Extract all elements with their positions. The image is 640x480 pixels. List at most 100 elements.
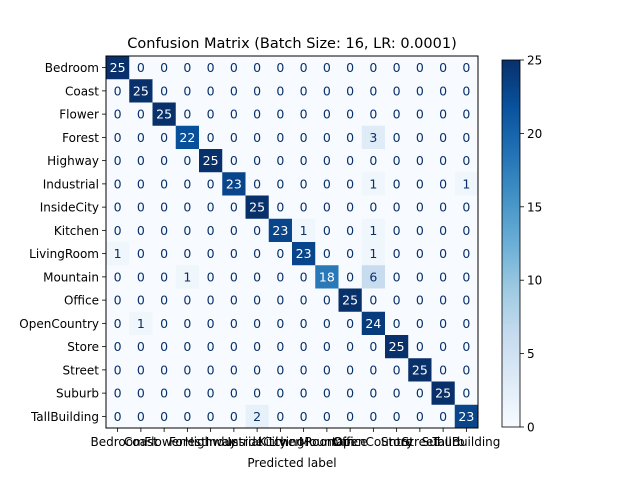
heatmap-cell (385, 172, 409, 196)
cell-value-label: 0 (346, 200, 354, 215)
cell-value-label: 0 (114, 200, 122, 215)
heatmap-cell (152, 149, 177, 173)
heatmap-cell (175, 381, 200, 406)
cell-value-label: 0 (230, 83, 238, 98)
y-tick-label: Kitchen (54, 224, 99, 238)
cell-value-label: 0 (160, 223, 168, 238)
colorbar: 0 5 10 15 20 25 (501, 54, 542, 435)
heatmap-cell (385, 335, 409, 359)
heatmap-cell (292, 79, 316, 103)
heatmap-cell (385, 149, 409, 173)
cell-value-label: 0 (137, 60, 145, 75)
heatmap-cell (385, 79, 409, 103)
cell-value-label: 0 (393, 83, 401, 98)
cell-value-label: 0 (183, 339, 191, 354)
heatmap-cell (361, 195, 386, 220)
cell-value-label: 0 (276, 200, 284, 215)
heatmap-cell (315, 335, 339, 359)
cell-value-label: 0 (439, 316, 447, 331)
cell-value-label: 24 (365, 316, 381, 331)
cell-value-label: 0 (160, 83, 168, 98)
heatmap-cell (106, 381, 130, 406)
heatmap-cell (175, 79, 200, 103)
cell-value-label: 0 (439, 339, 447, 354)
heatmap-cell (454, 79, 479, 103)
heatmap-cell (454, 288, 479, 313)
heatmap-cell (245, 288, 270, 313)
heatmap-cell (222, 125, 246, 150)
cell-value-label: 0 (393, 130, 401, 145)
heatmap-cell (199, 125, 223, 150)
heatmap-cell (408, 404, 432, 429)
heatmap-cell (385, 102, 409, 127)
heatmap-cell (315, 288, 339, 313)
heatmap-cell (431, 125, 456, 150)
heatmap-cell (175, 288, 200, 313)
heatmap-cell (106, 102, 130, 127)
cell-value-label: 0 (346, 83, 354, 98)
heatmap-cell (268, 358, 293, 382)
heatmap-cell (222, 79, 246, 103)
cell-value-label: 0 (276, 269, 284, 284)
cell-value-label: 0 (114, 339, 122, 354)
heatmap-cell (152, 218, 177, 243)
cell-value-label: 0 (276, 107, 284, 122)
cell-value-label: 0 (230, 339, 238, 354)
cell-value-label: 0 (276, 362, 284, 377)
cell-value-label: 0 (137, 176, 145, 191)
cell-value-label: 0 (207, 386, 215, 401)
heatmap-cell (408, 218, 432, 243)
cell-value-label: 0 (439, 130, 447, 145)
heatmap-cell (175, 172, 200, 196)
cell-value-label: 0 (137, 409, 145, 424)
cell-value-label: 1 (114, 246, 122, 261)
cell-value-label: 0 (207, 223, 215, 238)
cell-value-label: 0 (300, 83, 308, 98)
cell-value-label: 0 (462, 386, 470, 401)
heatmap-cell (106, 172, 130, 196)
heatmap-cell (315, 404, 339, 429)
cell-value-label: 0 (462, 223, 470, 238)
heatmap-cell (338, 195, 363, 220)
cell-value-label: 0 (300, 362, 308, 377)
y-axis: Bedroom Coast Flower Forest Highway Industria… (19, 61, 106, 424)
heatmap-cell (129, 358, 153, 382)
cell-value-label: 0 (183, 409, 191, 424)
cell-value-label: 0 (137, 339, 145, 354)
y-tick-label: Bedroom (45, 61, 99, 75)
cell-value-label: 3 (369, 130, 377, 145)
heatmap-cell (199, 288, 223, 313)
heatmap-cell (361, 172, 386, 196)
heatmap-cell (292, 149, 316, 173)
heatmap-cell (408, 172, 432, 196)
cell-value-label: 0 (346, 107, 354, 122)
heatmap-cell (222, 149, 246, 173)
cell-value-label: 0 (323, 83, 331, 98)
cell-value-label: 0 (276, 153, 284, 168)
cell-value-label: 6 (369, 269, 377, 284)
heatmap-cell (315, 195, 339, 220)
heatmap-cell (408, 149, 432, 173)
cell-value-label: 0 (253, 269, 261, 284)
cell-value-label: 0 (276, 246, 284, 261)
heatmap-cell (268, 149, 293, 173)
cell-value-label: 0 (300, 269, 308, 284)
heatmap-cell (222, 102, 246, 127)
cell-value-label: 25 (389, 339, 405, 354)
heatmap-cell (385, 242, 409, 266)
heatmap-cell (222, 288, 246, 313)
heatmap-cell (129, 125, 153, 150)
x-tick-label: Street (402, 435, 439, 449)
cell-value-label: 0 (439, 269, 447, 284)
x-axis: BedroomCoastFlowerForestHighwayIndustria… (90, 428, 500, 449)
cell-value-label: 0 (462, 107, 470, 122)
heatmap-cell (268, 404, 293, 429)
heatmap-cell (408, 125, 432, 150)
cell-value-label: 0 (276, 60, 284, 75)
heatmap-cell (431, 381, 456, 406)
cell-value-label: 0 (114, 130, 122, 145)
heatmap-cell (245, 56, 270, 80)
heatmap-cell (431, 172, 456, 196)
heatmap-cell (408, 311, 432, 336)
cell-value-label: 23 (458, 409, 474, 424)
